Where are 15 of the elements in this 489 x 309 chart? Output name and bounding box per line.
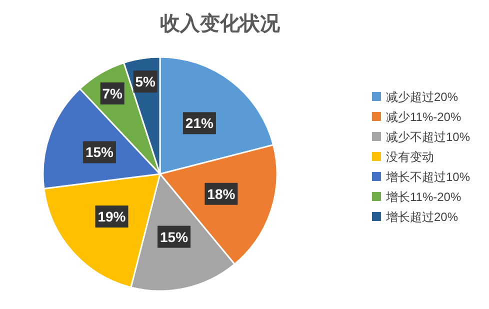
legend-label: 增长11%-20%: [385, 190, 462, 204]
legend-label: 没有变动: [386, 150, 434, 164]
data-label: 15%: [160, 228, 189, 245]
data-label: 5%: [135, 74, 156, 90]
data-label: 15%: [85, 144, 114, 160]
legend-label: 减少不超过10%: [386, 130, 470, 144]
data-label: 7%: [102, 85, 124, 102]
legend-label: 增长超过20%: [385, 210, 458, 224]
data-label: 18%: [207, 186, 236, 202]
data-label: 21%: [185, 115, 214, 132]
data-label: 19%: [98, 208, 126, 225]
chart-title: 收入变化状况: [160, 12, 281, 35]
legend-label: 减少超过20%: [386, 90, 458, 104]
legend-label: 增长不超过10%: [385, 170, 470, 184]
legend-label: 减少11%-20%: [386, 110, 462, 124]
